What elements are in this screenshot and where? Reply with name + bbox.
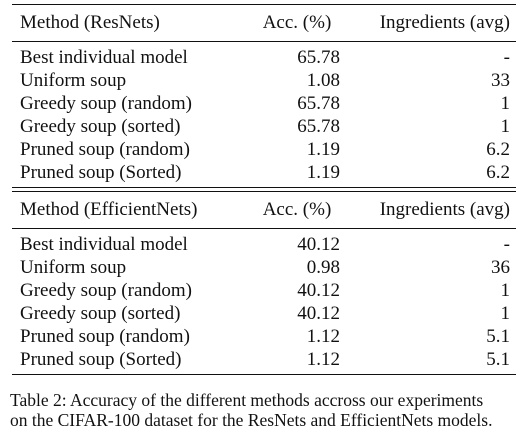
method-cell: Greedy soup (random) (20, 280, 193, 301)
table-row: Pruned soup (random) 1.12 5.1 (12, 325, 516, 348)
header-rule (12, 228, 516, 229)
method-cell: Best individual model (20, 47, 188, 68)
accuracy-cell: 1.12 (306, 326, 340, 347)
caption-line: on the CIFAR-100 dataset for the ResNets… (10, 410, 493, 430)
accuracy-cell: 40.12 (297, 303, 340, 324)
accuracy-cell: 65.78 (297, 93, 340, 114)
accuracy-cell: 65.78 (297, 47, 340, 68)
accuracy-cell: 0.98 (306, 257, 340, 278)
caption-line: Table 2: Accuracy of the different metho… (10, 390, 484, 410)
top-rule (12, 4, 516, 5)
header-ingredients: Ingredients (avg) (379, 12, 510, 33)
table-row: Best individual model 40.12 - (12, 233, 516, 256)
method-cell: Greedy soup (sorted) (20, 116, 181, 137)
accuracy-cell: 1.19 (306, 139, 340, 160)
table-row: Greedy soup (sorted) 65.78 1 (12, 115, 516, 138)
table-row: Pruned soup (Sorted) 1.12 5.1 (12, 348, 516, 371)
ingredients-cell: 1 (500, 303, 511, 324)
table-row: Best individual model 65.78 - (12, 46, 516, 69)
ingredients-cell: 36 (491, 257, 510, 278)
bottom-rule (12, 374, 516, 375)
ingredients-cell: 5.1 (486, 326, 510, 347)
ingredients-cell: - (503, 47, 510, 68)
ingredients-cell: 5.1 (486, 349, 510, 370)
method-cell: Uniform soup (20, 257, 127, 278)
accuracy-cell: 1.08 (306, 70, 340, 91)
method-cell: Pruned soup (Sorted) (20, 162, 182, 183)
table-header-efficientnets: Method (EfficientNets) Acc. (%) Ingredie… (12, 192, 516, 228)
table-row: Uniform soup 1.08 33 (12, 69, 516, 92)
ingredients-cell: - (503, 234, 510, 255)
method-cell: Uniform soup (20, 70, 127, 91)
header-ingredients: Ingredients (avg) (379, 199, 510, 220)
table-header-resnets: Method (ResNets) Acc. (%) Ingredients (a… (12, 5, 516, 41)
accuracy-cell: 1.19 (306, 162, 340, 183)
table-caption: Table 2: Accuracy of the different metho… (10, 390, 522, 430)
header-accuracy: Acc. (%) (262, 199, 332, 220)
table-body-efficientnets: Best individual model 40.12 - Uniform so… (12, 229, 516, 374)
method-cell: Greedy soup (sorted) (20, 303, 181, 324)
ingredients-cell: 33 (491, 70, 510, 91)
ingredients-cell: 1 (500, 280, 511, 301)
header-accuracy: Acc. (%) (262, 12, 332, 33)
method-cell: Greedy soup (random) (20, 93, 193, 114)
table-row: Greedy soup (random) 40.12 1 (12, 279, 516, 302)
section-rule (12, 191, 516, 192)
ingredients-cell: 1 (500, 93, 511, 114)
method-cell: Pruned soup (random) (20, 139, 190, 160)
ingredients-cell: 6.2 (486, 162, 510, 183)
table-row: Greedy soup (random) 65.78 1 (12, 92, 516, 115)
ingredients-cell: 1 (500, 116, 511, 137)
results-table: Method (ResNets) Acc. (%) Ingredients (a… (12, 4, 516, 375)
header-method: Method (ResNets) (20, 12, 160, 33)
ingredients-cell: 6.2 (486, 139, 510, 160)
header-rule (12, 41, 516, 42)
table-row: Pruned soup (Sorted) 1.19 6.2 (12, 161, 516, 184)
header-method: Method (EfficientNets) (20, 199, 198, 220)
accuracy-cell: 40.12 (297, 280, 340, 301)
table-row: Uniform soup 0.98 36 (12, 256, 516, 279)
section-rule (12, 187, 516, 188)
method-cell: Pruned soup (random) (20, 326, 190, 347)
accuracy-cell: 1.12 (306, 349, 340, 370)
table-body-resnets: Best individual model 65.78 - Uniform so… (12, 42, 516, 187)
table-row: Pruned soup (random) 1.19 6.2 (12, 138, 516, 161)
accuracy-cell: 40.12 (297, 234, 340, 255)
table-row: Greedy soup (sorted) 40.12 1 (12, 302, 516, 325)
accuracy-cell: 65.78 (297, 116, 340, 137)
method-cell: Pruned soup (Sorted) (20, 349, 182, 370)
method-cell: Best individual model (20, 234, 188, 255)
